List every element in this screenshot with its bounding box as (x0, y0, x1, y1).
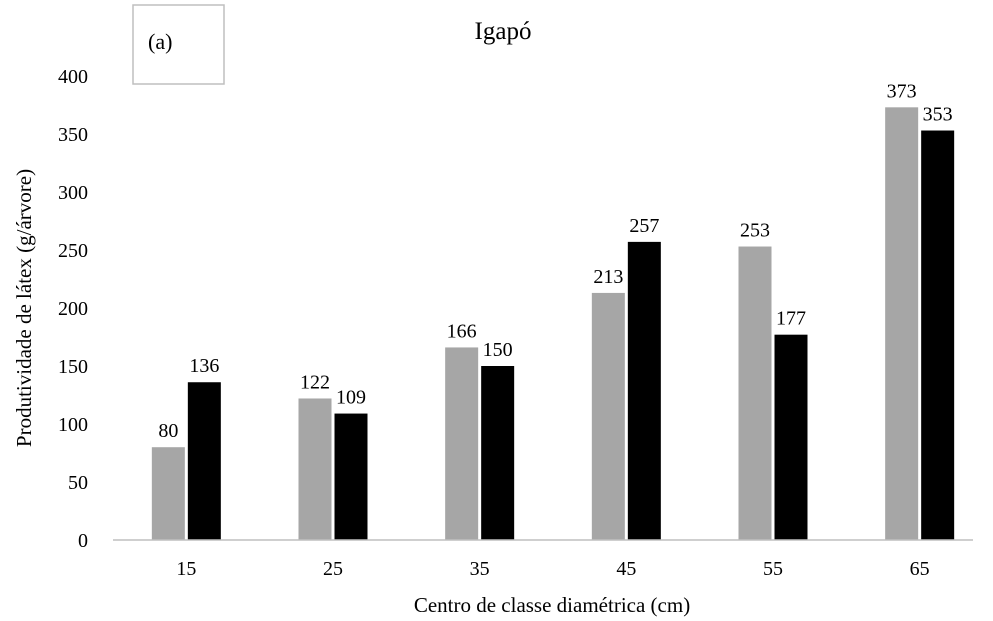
y-tick-label: 50 (68, 472, 88, 494)
x-tick-label: 65 (910, 558, 930, 580)
bar-series-1 (151, 447, 185, 540)
data-label: 109 (336, 387, 366, 409)
x-tick-label: 55 (763, 558, 783, 580)
bar-series-1 (298, 398, 332, 540)
bar-series-2 (627, 241, 661, 540)
bars-group (151, 107, 955, 540)
y-tick-label: 0 (78, 530, 88, 552)
data-labels-group: 80 136 122 109 166 150 213 257 253 177 373 353 (158, 80, 952, 442)
y-tick-label: 200 (58, 298, 88, 320)
bar-series-1 (591, 292, 625, 540)
data-label: 136 (189, 355, 219, 377)
data-label: 177 (776, 308, 806, 330)
y-tick-label: 300 (58, 182, 88, 204)
bar-series-1 (885, 107, 919, 540)
data-label: 80 (158, 420, 178, 442)
data-label: 373 (887, 80, 917, 102)
y-tick-label: 400 (58, 66, 88, 88)
bar-series-2 (481, 366, 515, 540)
x-tick-label: 15 (176, 558, 196, 580)
x-tick-label: 35 (470, 558, 490, 580)
x-axis-title: Centro de classe diamétrica (cm) (414, 593, 690, 617)
data-label: 353 (923, 104, 953, 126)
bar-series-1 (445, 347, 479, 540)
data-label: 150 (483, 339, 513, 361)
x-axis-ticks: 15 25 35 45 55 65 (176, 558, 929, 580)
x-tick-label: 45 (616, 558, 636, 580)
bar-series-2 (774, 334, 808, 540)
y-axis-title: Produtividade de látex (g/árvore) (12, 169, 36, 447)
bar-series-2 (334, 413, 368, 540)
y-tick-label: 100 (58, 414, 88, 436)
data-label: 213 (593, 266, 623, 288)
data-label: 257 (629, 215, 659, 237)
bar-series-2 (921, 130, 955, 540)
y-tick-label: 250 (58, 240, 88, 262)
data-label: 122 (300, 371, 330, 393)
bar-series-1 (738, 246, 772, 540)
y-axis-ticks: 0 50 100 150 200 250 300 350 400 (58, 66, 88, 552)
chart-title: Igapó (475, 18, 532, 45)
data-label: 166 (447, 320, 477, 342)
x-tick-label: 25 (323, 558, 343, 580)
panel-label-box (132, 4, 225, 85)
bar-series-2 (187, 382, 221, 540)
y-tick-label: 350 (58, 124, 88, 146)
panel-label: (a) (148, 29, 172, 54)
data-label: 253 (740, 220, 770, 242)
y-tick-label: 150 (58, 356, 88, 378)
